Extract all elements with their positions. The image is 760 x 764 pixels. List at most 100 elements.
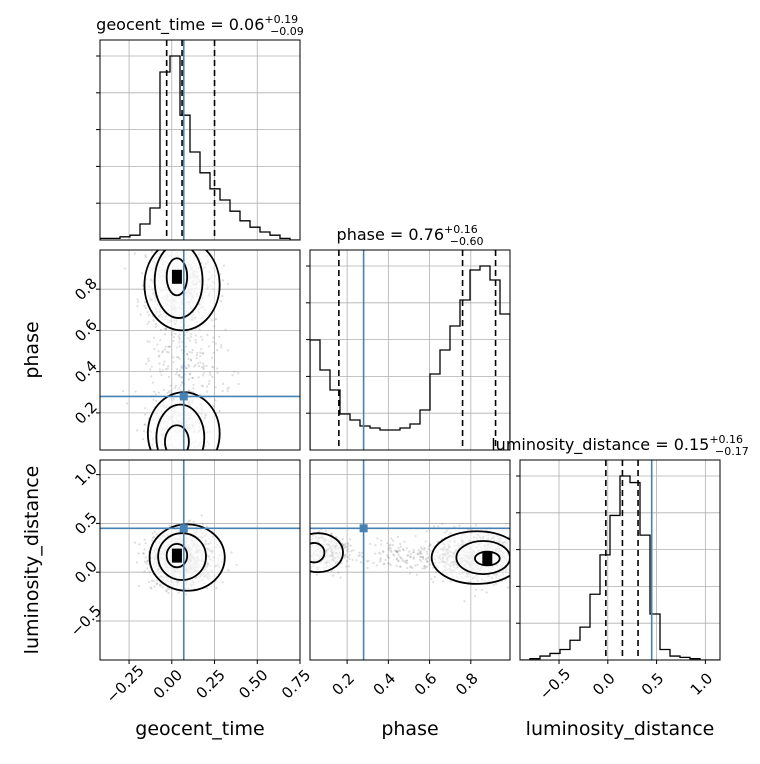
sample-point [303,545,305,547]
sample-point [307,556,309,558]
sample-point [160,237,162,239]
sample-point [512,562,514,564]
sample-point [424,558,428,561]
sample-point [382,563,385,566]
sample-point [161,350,165,353]
sample-point [188,350,191,354]
sample-point [515,574,517,576]
contour-line [165,257,189,297]
sample-point [164,242,166,244]
sample-point [492,583,495,587]
sample-point [529,569,531,571]
sample-point [133,252,136,255]
sample-point [188,339,192,342]
sample-point [296,539,298,541]
sample-point [202,372,206,375]
scatter-frame [309,459,511,661]
sample-point [406,554,410,557]
sample-point [175,371,178,374]
title-plus: +0.16 [709,433,743,446]
sample-point [133,541,137,544]
sample-point [516,560,518,562]
histogram-phase [310,265,510,450]
sample-point [175,453,177,455]
sample-point [168,465,170,467]
sample-point [177,591,180,594]
sample-point [302,559,304,561]
sample-point [147,357,150,360]
sample-point [389,564,392,567]
sample-point [178,455,180,457]
sample-point [151,579,154,582]
title-text: phase [337,225,385,244]
sample-point [230,551,233,554]
sample-point [177,387,180,390]
sample-point [213,318,216,321]
sample-point [527,544,529,546]
sample-point [137,461,139,463]
sample-point [330,533,333,536]
sample-point [180,349,183,352]
sample-point [395,550,398,553]
sample-point [235,563,238,567]
xtick-label-geocent_time: 0.00 [150,666,186,702]
sample-point [512,569,514,571]
sample-point [153,530,157,533]
sample-point [376,537,379,540]
sample-point [306,554,308,556]
sample-point [409,553,412,556]
sample-point [522,554,524,556]
sample-point [227,569,230,572]
sample-point [150,365,153,368]
sample-point [405,559,409,563]
sample-point [291,544,293,546]
sample-point [147,313,150,317]
sample-point [146,560,149,563]
sample-point [200,456,202,458]
sample-point [420,560,423,563]
sample-point [474,588,478,591]
sample-point [520,569,522,571]
sample-point [165,589,168,592]
sample-point [176,244,178,246]
xtick-label-geocent_time: 0.25 [192,666,228,702]
sample-point [511,566,513,568]
sample-point [513,538,515,540]
sample-point [305,545,307,547]
sample-point [170,450,172,452]
sample-point [215,587,218,590]
sample-point [219,299,223,303]
sample-point [534,556,536,558]
sample-point [403,540,406,543]
sample-point [511,563,513,565]
sample-point [382,550,385,553]
sample-point [516,546,518,548]
sample-point [150,375,153,378]
title-minus: −0.60 [450,235,484,248]
sample-point [137,584,141,588]
sample-point [178,336,181,339]
sample-point [302,561,304,563]
sample-point [124,267,127,270]
sample-point [378,551,381,554]
sample-point [436,540,439,544]
sample-point [147,580,151,584]
sample-point [226,282,229,286]
sample-point [515,556,517,558]
truth-marker [359,524,368,533]
sample-point [212,366,215,369]
sample-point [174,472,176,474]
sample-point [429,549,432,552]
sample-point [187,363,190,367]
sample-point [350,550,353,553]
sample-point [191,348,194,352]
sample-point [143,430,146,433]
sample-point [205,385,209,388]
sample-point [201,450,203,452]
sample-point [428,563,432,566]
sample-point [387,556,391,559]
sample-point [146,457,148,459]
sample-point [527,555,529,557]
sample-point [178,469,180,471]
hist-frame-geocent_time [99,39,301,241]
